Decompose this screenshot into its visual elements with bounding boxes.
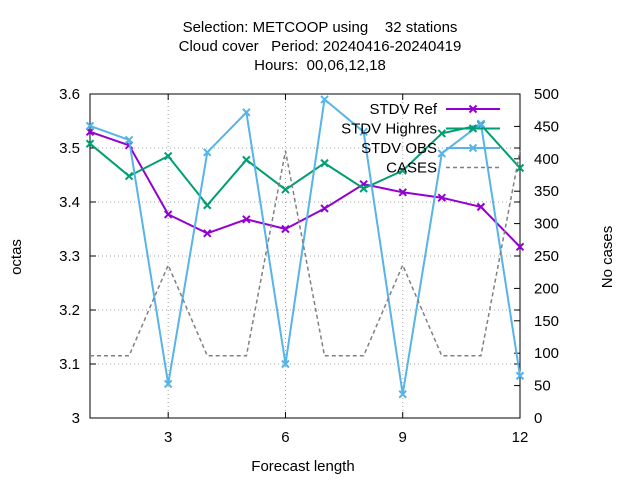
legend-item-cases: CASES [386,160,500,177]
series-line-stdv-highres [89,123,521,207]
data-point [398,390,407,399]
data-point [398,166,407,175]
data-point [437,129,447,138]
data-point [281,359,290,369]
data-point [281,185,290,194]
y2-tick-label: 300 [534,216,559,233]
series-cases [90,150,521,357]
data-point [203,229,212,238]
y2-tick-label: 200 [534,280,559,297]
y-tick-label: 3.5 [59,140,80,157]
data-point [203,148,212,157]
data-point [124,171,134,181]
x-axis-label: Forecast length [251,458,354,475]
legend-item-stdv-ref: STDV Ref [369,101,500,118]
data-point [242,108,251,117]
y2-tick-label: 150 [534,313,559,330]
y-tick-label: 3.3 [59,248,80,265]
legend-marker [468,143,478,153]
axes: 33.13.23.33.43.53.6050100150200250300350… [59,86,559,446]
data-point [515,242,525,252]
data-point [281,224,290,234]
data-point [163,151,173,161]
series-line-cases [90,150,521,357]
y2-tick-label: 450 [534,118,559,135]
y-tick-label: 3.1 [59,356,80,373]
title-line-3: Hours: 00,06,12,18 [254,57,386,74]
x-tick-label: 9 [399,429,407,446]
y-tick-label: 3.6 [59,86,80,103]
series-line-stdv-ref [89,130,521,248]
series-layer [85,95,525,399]
chart-title: Selection: METCOOP using 32 stations Clo… [179,19,462,74]
y2-tick-label: 0 [534,410,542,427]
legend-marker [468,124,478,133]
legend-label: STDV Ref [369,101,437,118]
data-point [515,371,525,381]
legend-item-stdv-obs: STDV OBS [361,140,500,157]
data-point [163,210,173,219]
data-point [242,215,251,224]
data-point [85,139,95,148]
y-axis-label: octas [8,239,25,275]
legend: STDV Ref STDV Highres STDV OBS CASES [341,101,500,177]
legend-item-stdv-highres: STDV Highres [341,121,500,138]
series-line-stdv-obs [89,97,521,395]
data-point [359,127,368,137]
data-point [124,135,134,145]
data-point [320,95,329,104]
data-point [476,202,486,212]
data-point [242,155,251,165]
y2-tick-label: 100 [534,345,559,362]
data-point [437,149,447,158]
series-stdv-obs [85,95,525,399]
data-point [437,193,447,202]
data-point [320,158,329,168]
x-tick-label: 3 [164,429,172,446]
legend-label: STDV Highres [341,121,437,138]
data-point [85,121,95,131]
data-point [476,119,486,128]
data-point [398,188,407,197]
y-tick-label: 3 [72,410,80,427]
x-tick-label: 6 [281,429,289,446]
y-tick-label: 3.2 [59,302,80,319]
legend-marker [468,104,478,114]
y2-axis-label: No cases [599,226,616,289]
legend-label: STDV OBS [361,140,437,157]
series-stdv-ref [85,127,525,252]
y2-tick-label: 350 [534,183,559,200]
y2-tick-label: 250 [534,248,559,265]
title-line-2: Cloud cover Period: 20240416-20240419 [179,38,462,55]
data-point [359,184,368,193]
data-point [320,204,329,213]
y2-tick-label: 400 [534,151,559,168]
title-line-1: Selection: METCOOP using 32 stations [183,19,458,36]
x-tick-label: 12 [512,429,529,446]
y2-tick-label: 500 [534,86,559,103]
series-stdv-highres [85,120,525,210]
y2-tick-label: 50 [534,378,551,395]
legend-label: CASES [386,160,437,177]
data-point [203,201,212,210]
data-point [163,379,173,389]
y-tick-label: 3.4 [59,194,80,211]
